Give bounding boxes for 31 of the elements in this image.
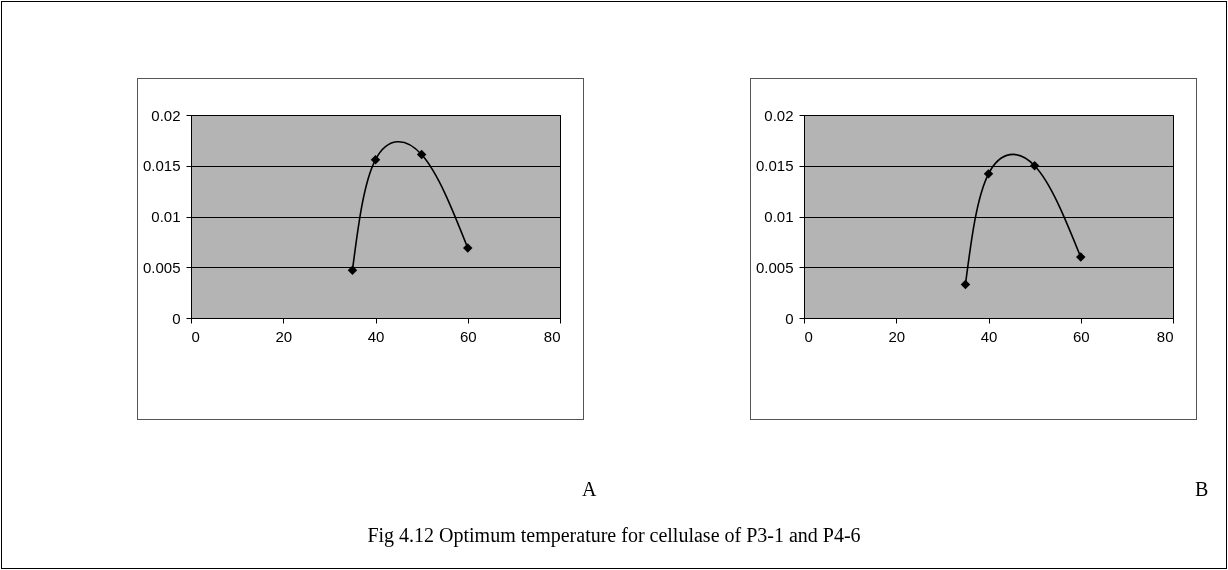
point [983,169,994,179]
x-tick-label: 40 [367,327,385,345]
point [463,243,473,253]
text: A [582,478,597,501]
x-tick-label: 20 [275,327,293,345]
text: B [1195,478,1209,501]
y-tick-label: 0.01 [764,208,794,225]
x-tick-label: 0 [804,327,813,345]
x-tick-label: 20 [888,327,906,345]
caption: Fig 4.12 Optimum temperature for cellulase of P3-1 and P4-6 [367,524,861,547]
y-tick-label: 0.01 [151,208,181,225]
point [960,279,971,290]
point [1029,161,1040,171]
y-tick-label: 0.015 [142,157,181,175]
x-tick-label: 40 [980,327,998,345]
point [370,154,381,165]
point [416,149,427,160]
y-tick-label: 0.005 [755,258,794,276]
point [1076,252,1086,262]
y-tick-label: 0.02 [764,106,794,124]
y-tick-label: 0.005 [142,258,181,276]
point [347,265,358,276]
x-tick-label: 80 [543,327,561,345]
y-tick-label: 0 [785,309,794,327]
y-tick-label: 0.02 [151,106,181,124]
x-tick-label: 0 [191,327,200,345]
x-tick-label: 80 [1156,327,1174,345]
y-tick-label: 0 [172,309,181,327]
x-tick-label: 60 [1072,327,1090,345]
x-tick-label: 60 [459,327,477,345]
y-tick-label: 0.015 [755,157,794,175]
